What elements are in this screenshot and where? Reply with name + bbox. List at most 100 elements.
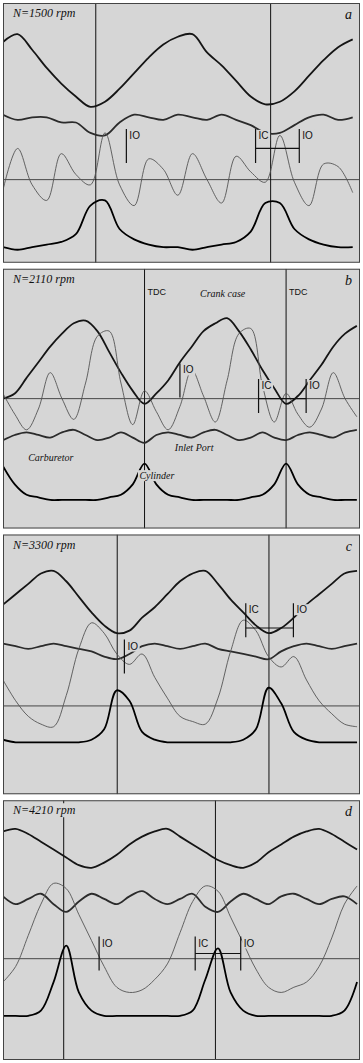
panel-letter: d [345,804,353,819]
plot-background [3,269,360,529]
marker-tick [258,379,259,413]
plot-area [3,269,360,529]
trace [3,644,357,660]
text-patch [126,641,140,652]
marker-label: IO [129,130,140,141]
text-patch [344,273,354,288]
trace [3,34,353,107]
reference-line [3,958,360,959]
tdc-line [117,535,118,795]
marker-label: IO [127,641,138,652]
panel: N=4210 rpm d IO IC IO [3,800,360,1060]
plot-frame [4,535,360,794]
marker-label: IC [262,380,272,391]
marker-label: IO [302,130,313,141]
plot-background [3,800,360,1060]
trace [3,620,357,727]
text-patch [344,804,355,819]
panel: N=1500 rpm a IO IC IO [3,3,360,263]
marker-tick [245,603,246,637]
marker-tick [179,363,180,397]
trace [3,891,357,912]
tdc-line [144,269,145,529]
bracket [246,627,294,628]
marker-label: IC [198,938,208,949]
panel-letter: a [345,7,352,22]
text-patch [11,803,78,817]
panel: N=3300 rpmcIOICIO [3,535,360,795]
text-patch [138,470,176,481]
text-patch [295,604,309,615]
marker-label: IO [296,604,307,615]
tdc-label: TDC [289,287,308,297]
marker-label: IO [309,380,320,391]
text-patch [301,130,315,141]
marker-tick [124,640,125,674]
bracket [259,398,307,399]
text-patch [257,130,270,141]
plot-frame [4,269,360,528]
trace [3,133,353,206]
plot-background [3,3,360,263]
reference-line [3,179,360,180]
marker-label: IO [102,938,113,949]
marker-tick [306,379,307,413]
panel-title: N=4210 rpm [12,803,76,817]
marker-tick [255,129,256,163]
text-patch [344,7,354,22]
text-patch [197,938,210,949]
text-patch [172,442,215,453]
plot-background [3,535,360,795]
text-patch [128,130,142,141]
text-patch [27,452,75,463]
tdc-label: TDC [148,287,167,297]
plot-frame [4,801,360,1060]
text-patch [11,6,78,20]
labels: N=1500 rpm a IO IC IO [11,6,354,141]
text-patch [11,272,77,286]
reference-line [3,705,360,706]
text-patch [260,380,273,391]
plot-area [3,535,360,795]
panel-title: N=2110 rpm [12,272,75,286]
trace-label: Cylinder [139,470,174,481]
panel-letter: b [345,273,352,288]
marker-tick [126,129,127,163]
trace-label: Inlet Port [174,442,214,453]
tdc-line [268,535,269,795]
labels: N=4210 rpm d IO IC IO [11,803,355,948]
plot-frame [4,4,360,263]
trace [3,318,357,404]
panel-title: N=1500 rpm [12,6,76,20]
tdc-line [215,800,216,1060]
marker-label: IO [244,938,255,949]
trace [3,688,357,743]
labels: N=3300 rpmcIOICIO [11,538,355,652]
marker-label: IO [183,364,194,375]
panel-title: N=3300 rpm [12,538,76,552]
marker-tick [98,937,99,971]
trace [3,200,353,250]
trace [3,946,357,1016]
text-patch [288,287,310,297]
tdc-line [63,800,64,1060]
panel: N=2110 rpmbTDCTDCIOICIOCrank caseInlet P… [3,269,360,529]
text-patch [344,539,354,554]
text-patch [101,938,115,949]
trace [3,571,357,634]
text-patch [11,538,78,552]
marker-label: IC [259,130,269,141]
marker-tick [293,603,294,637]
text-patch [308,380,322,391]
figure: N=1500 rpm a IO IC IO N=2110 rpm b TDC TDC IO IC IO… [0,0,363,1063]
panel-letter: c [346,539,353,554]
trace-label: Carburetor [28,452,73,463]
text-patch [242,938,256,949]
trace [3,829,357,868]
text-patch [146,287,168,297]
plot-area [3,3,360,263]
marker-tick [299,129,300,163]
text-patch [181,364,195,375]
text-patch [198,288,247,299]
trace [3,464,357,501]
